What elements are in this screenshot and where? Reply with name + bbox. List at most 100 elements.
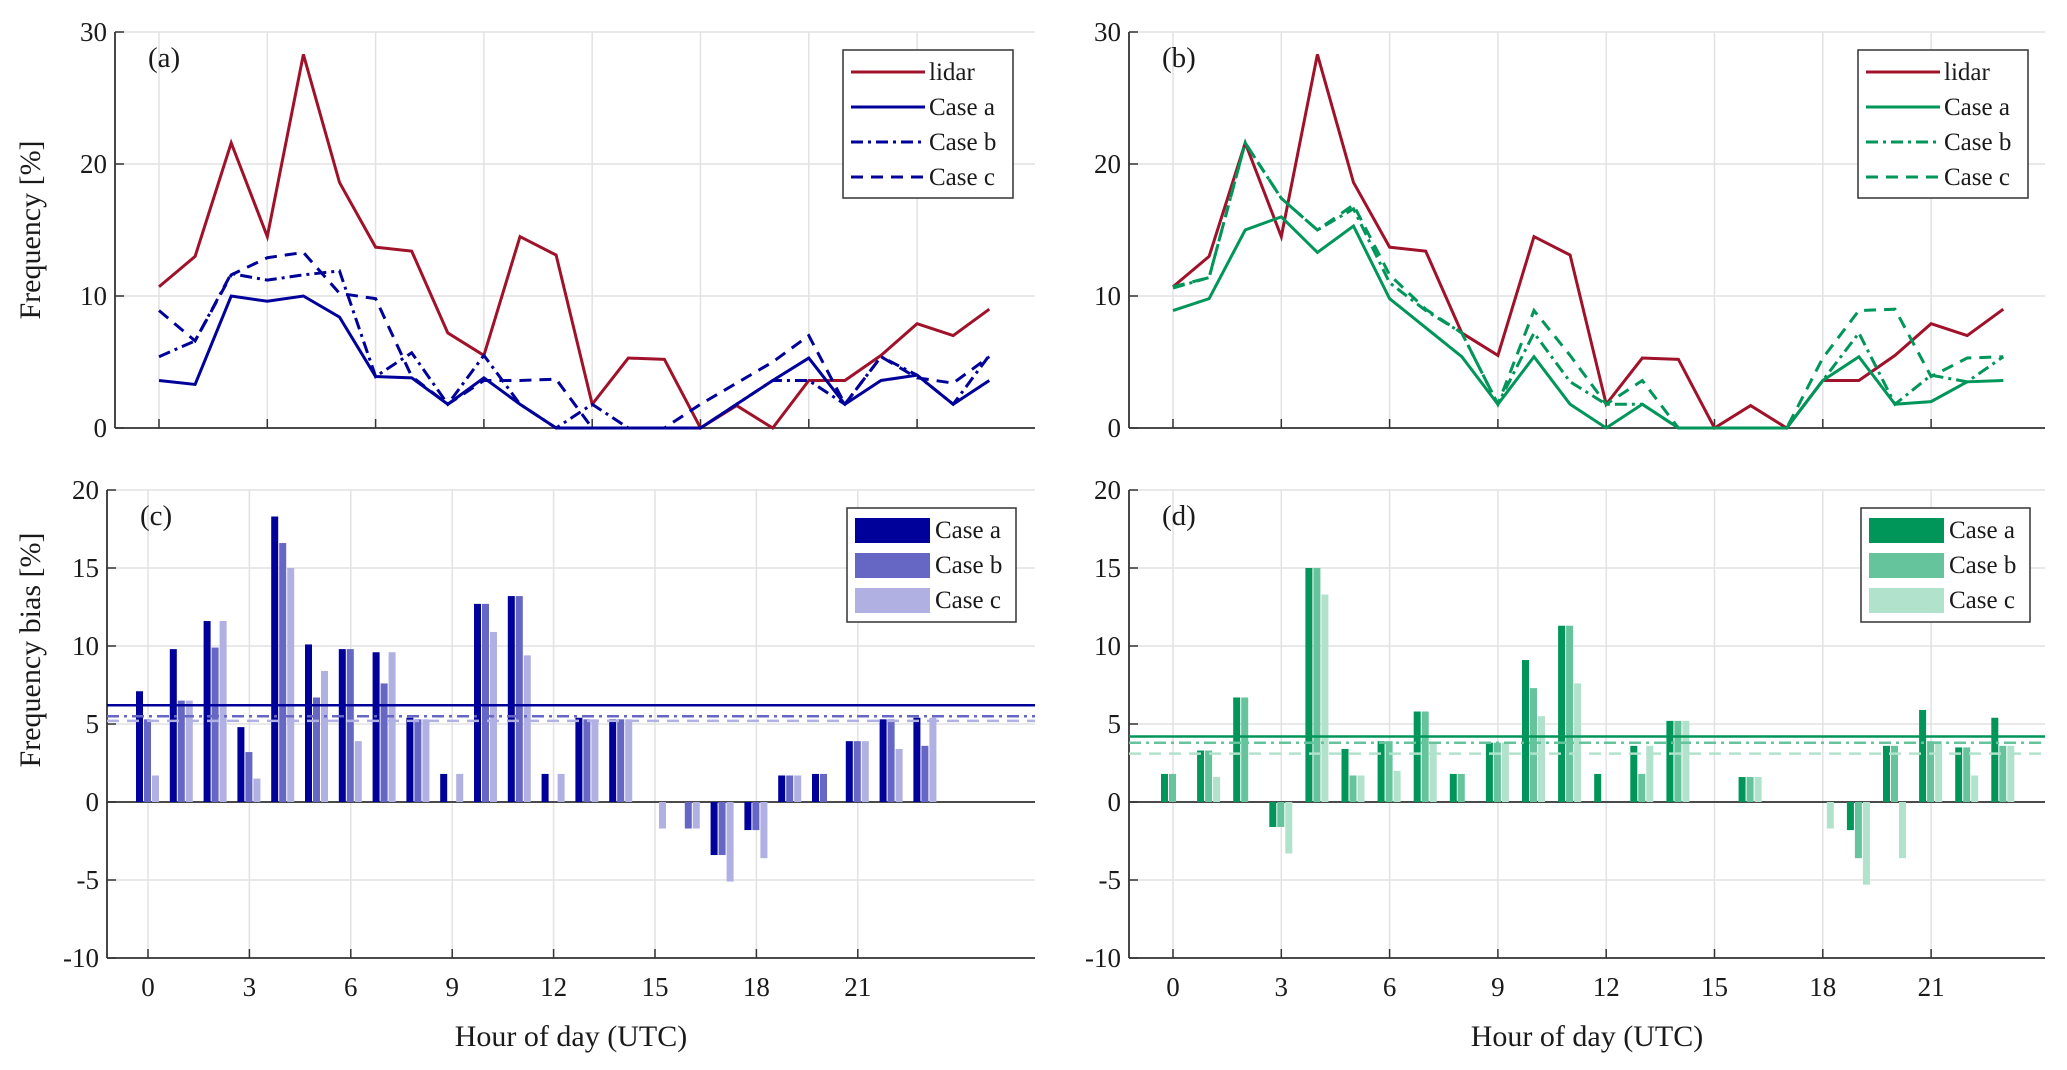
bar-case-a <box>1955 747 1963 802</box>
bar-case-a <box>507 596 515 802</box>
bar-case-c <box>1754 777 1762 802</box>
bar-case-b <box>1566 625 1574 802</box>
bar-case-a <box>406 717 414 802</box>
bar-case-c <box>726 802 734 882</box>
y-tick-label: 20 <box>1094 475 1121 505</box>
bar-case-a <box>169 649 177 802</box>
bar-case-a <box>1594 773 1602 802</box>
legend-swatch <box>1869 518 1944 543</box>
legend-label: Case c <box>935 587 1001 614</box>
bar-case-b <box>515 596 523 802</box>
y-tick-label: 15 <box>72 553 99 583</box>
bar-case-c <box>760 802 768 859</box>
bar-case-b <box>245 752 253 802</box>
bar-case-c <box>152 775 159 802</box>
bar-case-b <box>1349 775 1357 802</box>
bar-case-c <box>929 717 937 802</box>
bar-case-a <box>440 773 448 802</box>
bar-case-c <box>794 775 802 802</box>
series-line-lidar <box>158 54 991 431</box>
bar-case-a <box>237 727 245 802</box>
x-tick-label: 9 <box>1491 972 1505 1002</box>
bar-case-c <box>1682 720 1690 802</box>
bar-case-c <box>1935 741 1943 802</box>
bar-case-a <box>1197 750 1205 802</box>
bar-case-c <box>1429 742 1437 802</box>
bar-case-a <box>1413 711 1421 802</box>
bar-case-a <box>1341 748 1349 802</box>
bar-case-b <box>1421 711 1429 802</box>
bar-case-a <box>541 773 549 802</box>
legend: lidar Case a Case b Case c <box>842 49 1014 199</box>
bar-case-b <box>786 775 794 802</box>
bar-case-b <box>313 697 320 802</box>
legend-label: Case a <box>1949 517 2015 544</box>
x-tick-label: 12 <box>1593 972 1620 1002</box>
y-tick-label: -10 <box>63 943 99 973</box>
bar-case-c <box>692 802 700 829</box>
bar-case-b <box>752 802 760 831</box>
bar-case-b <box>1530 688 1537 802</box>
series-line-case-c <box>1172 139 2004 430</box>
bar-case-b <box>1746 777 1754 802</box>
legend-label: Case b <box>929 129 996 156</box>
y-tick-label: -10 <box>1085 943 1121 973</box>
x-tick-label: 15 <box>1701 972 1728 1002</box>
bar-case-c <box>219 621 227 802</box>
bar-case-b <box>380 683 388 802</box>
legend-box <box>1857 49 2029 199</box>
legend-swatch <box>855 588 930 613</box>
bar-case-a <box>1991 717 1999 802</box>
bar-case-a <box>575 717 583 802</box>
legend-label: Case b <box>935 552 1002 579</box>
panel-b-frequency-lidar-vs-cases-green: 0 10 20 30 (b) lidar Case a Case b Case c <box>1094 17 2045 443</box>
bar-case-c <box>1213 777 1221 802</box>
bar-case-b <box>1169 773 1176 802</box>
bar-case-a <box>1305 568 1313 802</box>
bar-case-c <box>1971 775 1979 802</box>
bar-case-b <box>1313 568 1321 802</box>
bar-case-c <box>1574 683 1582 802</box>
panel-d-frequency-bias-green: -10 -5 0 5 10 15 20 0 3 6 9 12 15 18 21 (d) Case a Case b… <box>1085 475 2045 1002</box>
x-axis-label-right: Hour of day (UTC) <box>1471 1020 1703 1053</box>
bar-case-b <box>1493 742 1501 802</box>
bar-case-c <box>1393 770 1401 802</box>
y-tick-label: 0 <box>1108 413 1122 443</box>
bar-case-a <box>271 516 279 802</box>
bar-case-b <box>1457 773 1465 802</box>
legend: lidar Case a Case b Case c <box>1857 49 2029 199</box>
legend-label: Case a <box>929 94 995 121</box>
bar-case-b <box>1385 741 1393 802</box>
panel-tag: (b) <box>1162 42 1196 74</box>
y-tick-label: 0 <box>94 413 108 443</box>
x-axis-label-left: Hour of day (UTC) <box>455 1020 687 1053</box>
bar-case-b <box>1241 697 1249 802</box>
bar-case-b <box>853 741 861 802</box>
panel-a-frequency-lidar-vs-cases-blue: 0 10 20 30 (a) lidar Case a Case b Case c <box>80 17 1035 443</box>
y-axis-label-top: Frequency [%] <box>14 140 47 319</box>
y-tick-label: 30 <box>80 17 107 47</box>
legend-label: Case a <box>1944 94 2010 121</box>
bar-case-b <box>144 719 151 802</box>
legend-label: Case c <box>1949 587 2015 614</box>
bar-case-a <box>1485 742 1493 802</box>
y-tick-label: 0 <box>86 787 100 817</box>
series-line-case-a <box>1172 215 2004 430</box>
bar-case-c <box>591 719 599 802</box>
bar-case-c <box>2007 745 2015 802</box>
bar-case-a <box>879 719 887 802</box>
y-axis-label-bottom: Frequency bias [%] <box>14 533 47 768</box>
bar-case-b <box>211 647 219 802</box>
legend-label: Case c <box>1944 164 2010 191</box>
bar-case-a <box>1161 773 1168 802</box>
legend-label: Case b <box>1944 129 2011 156</box>
bar-case-a <box>1846 802 1854 831</box>
bar-case-a <box>744 802 752 831</box>
y-tick-label: 5 <box>86 709 100 739</box>
y-tick-label: 10 <box>1094 281 1121 311</box>
bar-case-a <box>1738 777 1746 802</box>
bar-case-c <box>861 741 869 802</box>
bar-case-b <box>414 719 422 802</box>
bar-case-b <box>718 802 726 856</box>
x-tick-label: 12 <box>540 972 567 1002</box>
